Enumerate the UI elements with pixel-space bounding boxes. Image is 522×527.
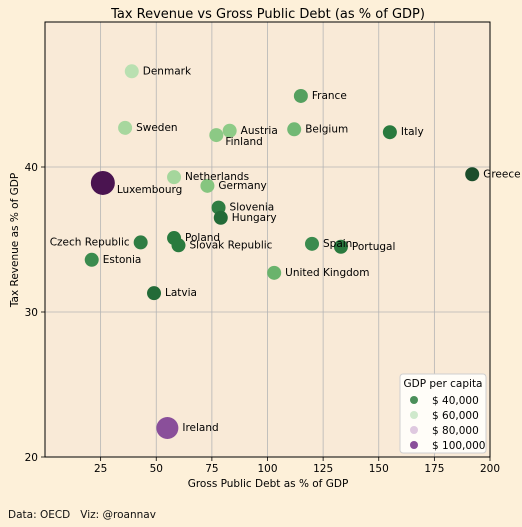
x-tick-label: 25 <box>94 463 107 475</box>
data-point <box>209 128 224 143</box>
data-point <box>267 265 282 280</box>
legend-box <box>399 373 487 454</box>
data-label: Netherlands <box>185 171 249 183</box>
data-point <box>124 64 139 79</box>
legend-entry-label: $ 40,000 <box>432 395 479 407</box>
x-tick-label: 200 <box>480 463 500 475</box>
chart-title: Tax Revenue vs Gross Public Debt (as % o… <box>110 7 425 22</box>
data-label: Finland <box>225 136 263 148</box>
x-tick-label: 50 <box>150 463 163 475</box>
data-label: Germany <box>218 180 266 192</box>
data-point <box>287 122 302 137</box>
legend-entry-label: $ 80,000 <box>432 425 479 437</box>
axis-ticks: 25 50 75 100 125 150 175 200 20 30 40 <box>25 162 500 475</box>
data-point <box>465 167 480 182</box>
data-label: Greece <box>483 168 520 180</box>
data-point <box>222 123 237 138</box>
data-point <box>305 236 319 251</box>
data-label: Ireland <box>182 422 218 434</box>
legend-marker <box>410 411 418 419</box>
data-label: Italy <box>401 126 424 138</box>
x-tick-label: 150 <box>369 463 389 475</box>
legend-marker <box>410 426 418 434</box>
legend-entry-label: $ 60,000 <box>432 410 479 422</box>
data-point <box>156 417 179 439</box>
data-label: Austria <box>241 125 278 137</box>
data-point <box>167 170 182 185</box>
data-label: Czech Republic <box>50 236 130 248</box>
x-tick-label: 175 <box>424 463 444 475</box>
data-point <box>382 125 397 140</box>
data-label: Slovak Republic <box>190 239 273 251</box>
data-label: Belgium <box>305 123 348 135</box>
data-label: Denmark <box>143 65 192 77</box>
data-point <box>171 238 186 253</box>
data-label: Poland <box>185 232 220 244</box>
legend-marker <box>410 441 418 449</box>
scatter-points <box>84 64 480 439</box>
y-axis-label: Tax Revenue as % of GDP <box>9 173 21 308</box>
data-label: Slovenia <box>230 202 275 214</box>
data-label: United Kingdom <box>285 267 369 279</box>
data-point <box>133 235 148 250</box>
data-point <box>333 239 348 254</box>
data-point <box>90 170 115 195</box>
y-tick-label: 30 <box>25 307 38 319</box>
y-tick-label: 20 <box>25 452 38 464</box>
legend: GDP per capita $ 40,000 $ 60,000 $ 80,000 $ … <box>399 373 487 454</box>
data-point <box>118 120 133 135</box>
x-axis-label: Gross Public Debt as % of GDP <box>188 478 349 490</box>
legend-entry-label: $ 100,000 <box>432 440 485 452</box>
data-point <box>200 178 215 193</box>
data-label: Portugal <box>352 241 396 253</box>
data-point <box>213 210 228 225</box>
legend-title: GDP per capita <box>403 378 482 390</box>
source-credit: Data: OECD Viz: @roannav <box>8 509 156 521</box>
data-point <box>84 252 99 267</box>
data-label: Estonia <box>103 254 142 266</box>
data-label: Luxembourg <box>117 184 182 196</box>
data-point <box>147 286 162 301</box>
data-point <box>293 88 308 103</box>
data-label: Spain <box>323 238 352 250</box>
x-tick-label: 75 <box>205 463 218 475</box>
data-label: Hungary <box>232 212 277 224</box>
x-tick-label: 100 <box>257 463 277 475</box>
x-tick-label: 125 <box>313 463 333 475</box>
y-tick-label: 40 <box>25 162 38 174</box>
data-label: Latvia <box>165 287 197 299</box>
data-label: France <box>312 90 347 102</box>
data-label: Sweden <box>136 122 178 134</box>
legend-marker <box>410 396 418 404</box>
